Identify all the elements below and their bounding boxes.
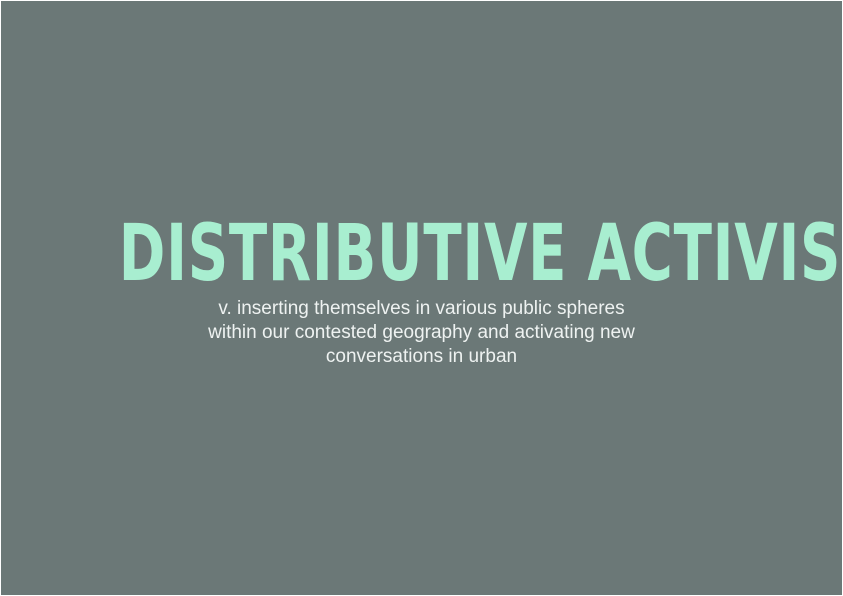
definition-text: v. inserting themselves in various publi… — [151, 297, 692, 369]
definition-line: within our contested geography and activ… — [208, 322, 635, 343]
definition-line: v. inserting themselves in various publi… — [218, 298, 625, 319]
slide-title: DISTRIBUTIVE ACTIVISM — [118, 209, 842, 299]
definition-line: conversations in urban — [325, 346, 518, 367]
